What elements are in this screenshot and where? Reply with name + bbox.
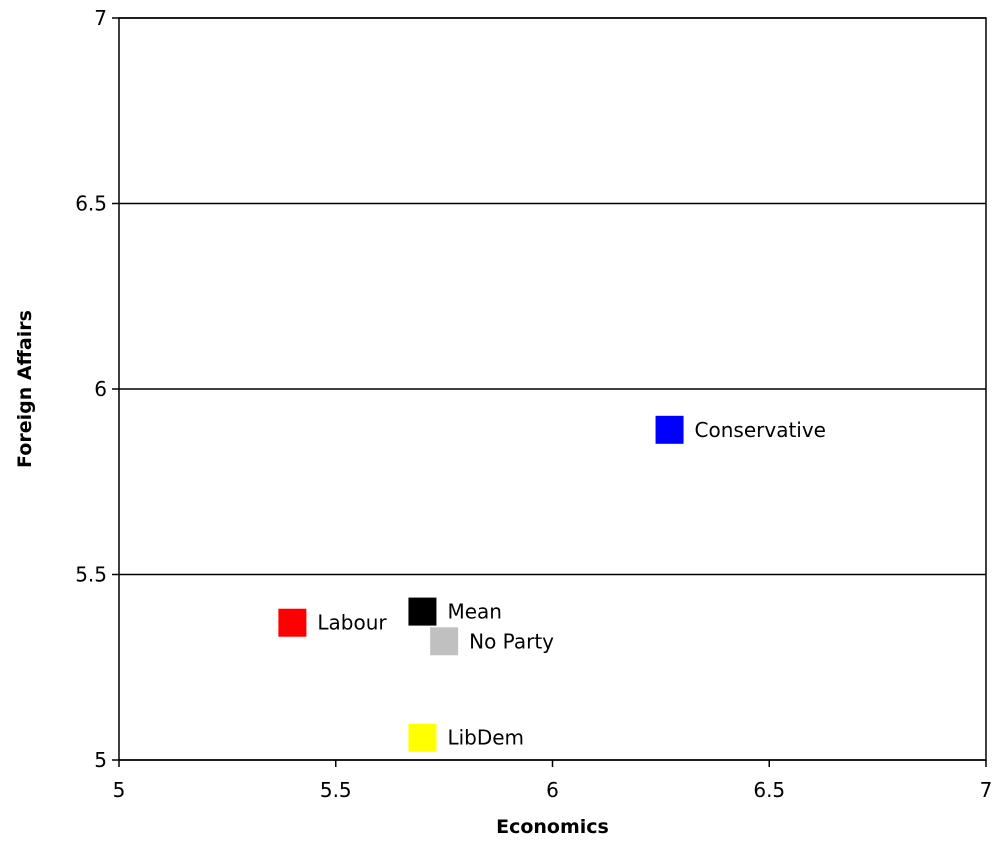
x-tick-label-1: 5.5 [320, 778, 352, 802]
point-libdem [408, 723, 437, 752]
point-mean [408, 597, 437, 626]
axis-ticks: 5 5.5 6 6.5 7 5 5.5 6 6.5 7 [75, 6, 992, 802]
y-tick-label-4: 7 [94, 6, 107, 30]
x-tick-label-2: 6 [546, 778, 559, 802]
y-tick-label-3: 6.5 [75, 192, 107, 216]
point-no-party [430, 627, 459, 656]
point-label-no-party: No Party [469, 629, 554, 653]
y-axis-title: Foreign Affairs [14, 310, 36, 468]
x-axis-title: Economics [496, 816, 609, 838]
point-conservative [655, 415, 684, 444]
point-label-libdem: LibDem [447, 726, 524, 750]
y-tick-label-1: 5.5 [75, 563, 107, 587]
point-label-mean: Mean [447, 600, 502, 624]
data-points: Conservative Labour Mean No Party LibDem [278, 415, 826, 752]
y-tick-label-2: 6 [94, 377, 107, 401]
point-labour [278, 608, 307, 637]
y-tick-label-0: 5 [94, 748, 107, 772]
x-tick-label-3: 6.5 [753, 778, 785, 802]
x-tick-label-0: 5 [113, 778, 126, 802]
point-label-conservative: Conservative [695, 418, 826, 442]
x-tick-label-4: 7 [980, 778, 993, 802]
point-label-labour: Labour [317, 611, 387, 635]
